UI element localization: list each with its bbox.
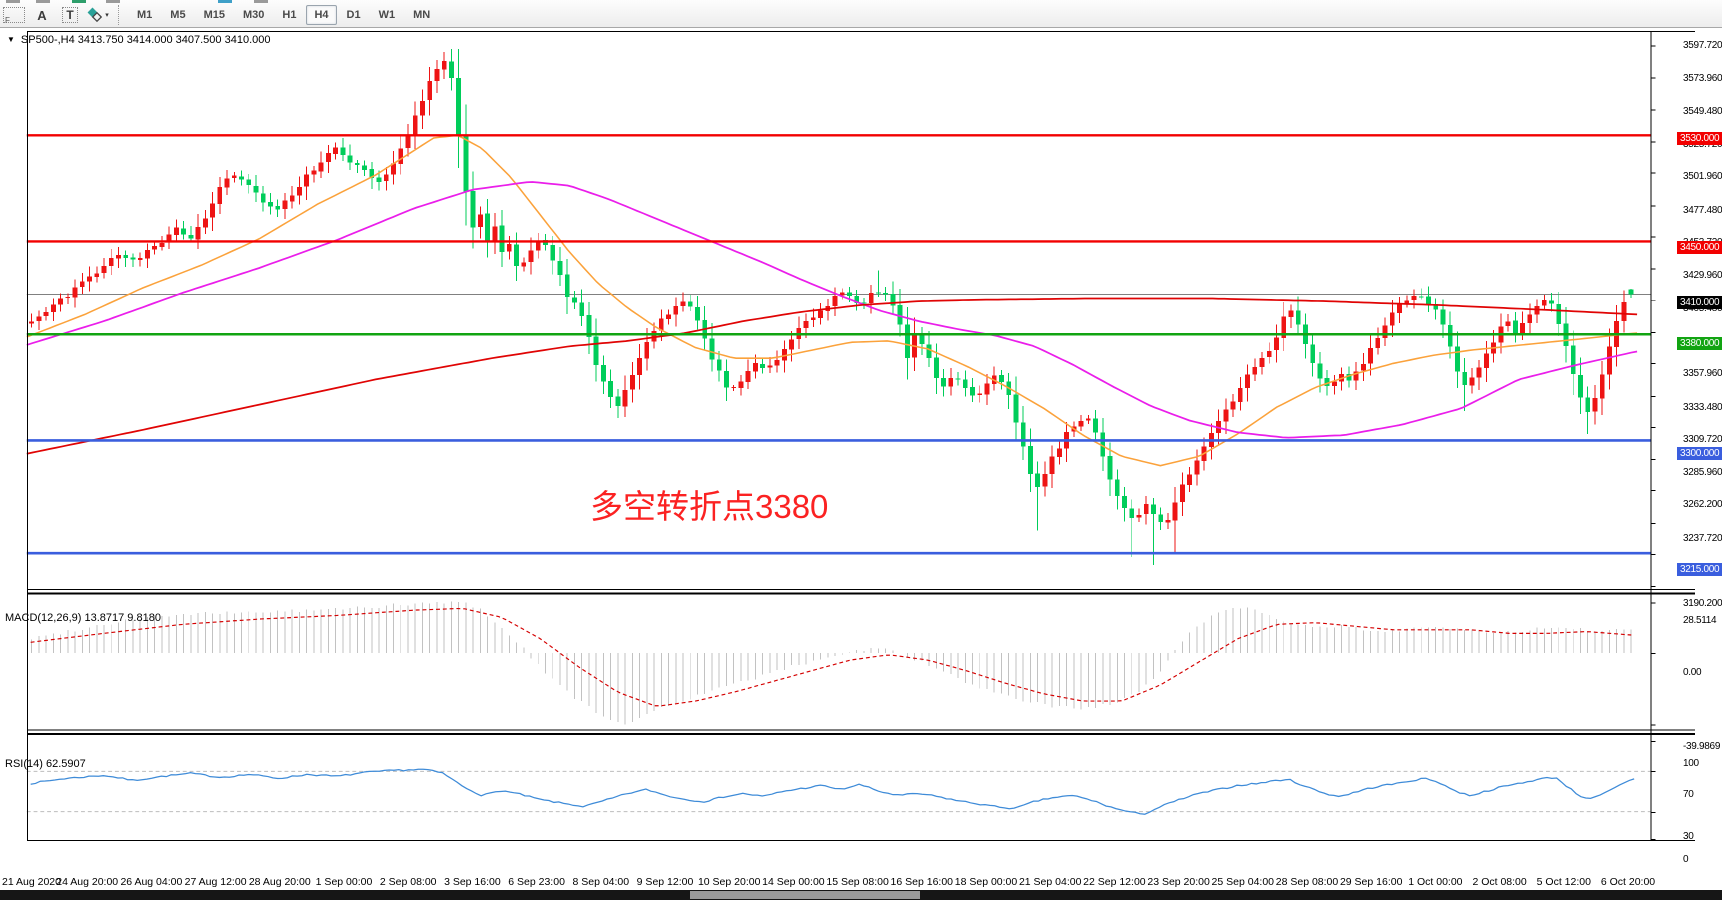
indicator-properties-button[interactable]: F <box>2 5 26 25</box>
text-t-icon: T <box>62 7 78 23</box>
timeframe-button-w1[interactable]: W1 <box>378 9 396 21</box>
timeframe-button-m5[interactable]: M5 <box>170 9 186 21</box>
price-tick-label: 3549.480 <box>1683 106 1722 118</box>
rsi-indicator-label: RSI(14) 62.5907 <box>5 758 86 770</box>
time-axis-label: 28 Aug 20:00 <box>248 876 311 888</box>
timeframe-group: M1 M5 M15 M30 H1 H4 D1 W1 MN <box>129 5 440 25</box>
price-tick-label: 3501.960 <box>1683 171 1722 183</box>
price-tick-label: 3309.720 <box>1683 434 1722 446</box>
chevron-down-icon: ▾ <box>105 12 109 19</box>
macd-histogram <box>31 601 1632 725</box>
f-badge: F <box>5 16 10 25</box>
time-axis-label: 14 Sep 00:00 <box>762 876 825 888</box>
chart-title: SP500-,H4 3413.750 3414.000 3407.500 341… <box>20 34 271 46</box>
price-tick-label: 3285.960 <box>1683 466 1722 478</box>
hline-price-badge: 3300.000 <box>1677 446 1722 460</box>
time-axis-label: 23 Sep 20:00 <box>1147 876 1210 888</box>
price-tick-label: 3333.480 <box>1683 401 1722 413</box>
macd-tick-label: 28.5114 <box>1683 614 1717 626</box>
horizontal-scrollbar[interactable] <box>0 890 1722 900</box>
chart-canvas[interactable] <box>0 28 1722 900</box>
timeframe-button-h1[interactable]: H1 <box>282 9 297 21</box>
price-tick-label: 3357.960 <box>1683 368 1722 380</box>
paint-cursor-icon <box>87 7 103 23</box>
font-tool-button[interactable]: A <box>30 5 54 25</box>
dotted-frame-icon: F <box>3 7 25 25</box>
time-axis-label: 5 Oct 12:00 <box>1536 876 1591 888</box>
time-axis-label: 28 Sep 08:00 <box>1275 876 1339 888</box>
drawing-style-button[interactable]: ▾ <box>86 5 110 25</box>
hline-price-badge: 3215.000 <box>1677 563 1722 577</box>
toolbar-sliver <box>6 0 20 3</box>
toolbar-sliver <box>36 0 50 3</box>
hline-price-badge: 3450.000 <box>1677 241 1722 255</box>
time-axis-label: 1 Sep 00:00 <box>315 876 373 888</box>
timeframe-button-mn[interactable]: MN <box>413 9 431 21</box>
price-tick-label: 3190.200 <box>1683 598 1722 610</box>
toolbar-separator <box>118 5 123 25</box>
current-price-badge: 3410.000 <box>1677 296 1722 310</box>
time-axis-label: 18 Sep 00:00 <box>954 876 1018 888</box>
time-axis-label: 27 Aug 12:00 <box>184 876 247 888</box>
panel-frames <box>26 30 1696 841</box>
timeframe-button-h4[interactable]: H4 <box>306 5 337 25</box>
ma-mid-line <box>26 181 1638 439</box>
time-axis-label: 21 Aug 2020 <box>2 876 61 888</box>
price-tick-label: 3262.200 <box>1683 499 1722 511</box>
time-axis-label: 8 Sep 04:00 <box>572 876 630 888</box>
price-tick-label: 3237.720 <box>1683 532 1722 544</box>
timeframe-button-m30[interactable]: M30 <box>242 9 265 21</box>
ma-fast-line <box>26 134 1638 467</box>
time-axis-label: 1 Oct 00:00 <box>1408 876 1463 888</box>
timeframe-button-d1[interactable]: D1 <box>346 9 361 21</box>
ma-slow-line <box>26 297 1638 455</box>
rsi-tick-label: 30 <box>1683 830 1694 842</box>
hline-price-badge: 3530.000 <box>1677 131 1722 145</box>
macd-tick-label: -39.9869 <box>1683 740 1721 752</box>
scrollbar-thumb[interactable] <box>690 891 920 899</box>
price-tick-label: 3597.720 <box>1683 40 1722 51</box>
time-axis-label: 6 Oct 20:00 <box>1600 876 1656 888</box>
time-axis-label: 24 Aug 20:00 <box>56 876 119 888</box>
time-axis-label: 6 Sep 23:00 <box>508 876 565 888</box>
rsi-line <box>30 768 1635 815</box>
time-axis-label: 3 Sep 16:00 <box>444 876 501 888</box>
time-axis-label: 22 Sep 12:00 <box>1083 876 1146 888</box>
chart-dropdown-icon[interactable]: ▼ <box>7 35 15 44</box>
chart-annotation-text[interactable]: 多空转折点3380 <box>590 488 829 525</box>
rsi-tick-label: 70 <box>1683 789 1694 801</box>
price-tick-label: 3477.480 <box>1683 204 1722 216</box>
timeframe-button-m15[interactable]: M15 <box>203 9 225 21</box>
toolbar-sliver <box>218 0 232 3</box>
time-axis-label: 26 Aug 04:00 <box>120 876 183 888</box>
toolbar-sliver <box>254 0 268 3</box>
price-tick-label: 3573.960 <box>1683 72 1722 84</box>
time-axis-label: 29 Sep 16:00 <box>1339 876 1403 888</box>
font-a-icon: A <box>37 7 47 23</box>
macd-indicator-label: MACD(12,26,9) 13.8717 9.8180 <box>5 612 161 624</box>
macd-tick-label: 0.00 <box>1683 667 1702 678</box>
rsi-tick-label: 100 <box>1683 758 1699 769</box>
rsi-tick-label: 0 <box>1683 854 1689 865</box>
toolbar-sliver <box>72 0 86 3</box>
price-tick-label: 3429.960 <box>1683 269 1722 281</box>
timeframe-button-m1[interactable]: M1 <box>137 9 153 21</box>
toolbar: F A T ▾ M1 M5 M15 M30 H1 H4 D1 W1 MN <box>0 0 1722 28</box>
time-axis-label: 21 Sep 04:00 <box>1018 876 1082 888</box>
chart-title-bar: ▼ SP500-,H4 3413.750 3414.000 3407.500 3… <box>7 34 270 46</box>
time-axis-label: 2 Sep 08:00 <box>379 876 437 888</box>
candles-layer <box>29 49 1634 566</box>
time-axis-label: 16 Sep 16:00 <box>890 876 954 888</box>
time-axis-label: 9 Sep 12:00 <box>636 876 694 888</box>
toolbar-sliver <box>106 0 120 3</box>
time-axis-label: 25 Sep 04:00 <box>1211 876 1275 888</box>
macd-signal-line <box>30 607 1632 707</box>
time-axis-label: 2 Oct 08:00 <box>1472 876 1527 888</box>
time-axis-label: 15 Sep 08:00 <box>826 876 889 888</box>
text-label-tool-button[interactable]: T <box>58 5 82 25</box>
time-axis-label: 10 Sep 20:00 <box>697 876 761 888</box>
hline-price-badge: 3380.000 <box>1677 337 1722 351</box>
